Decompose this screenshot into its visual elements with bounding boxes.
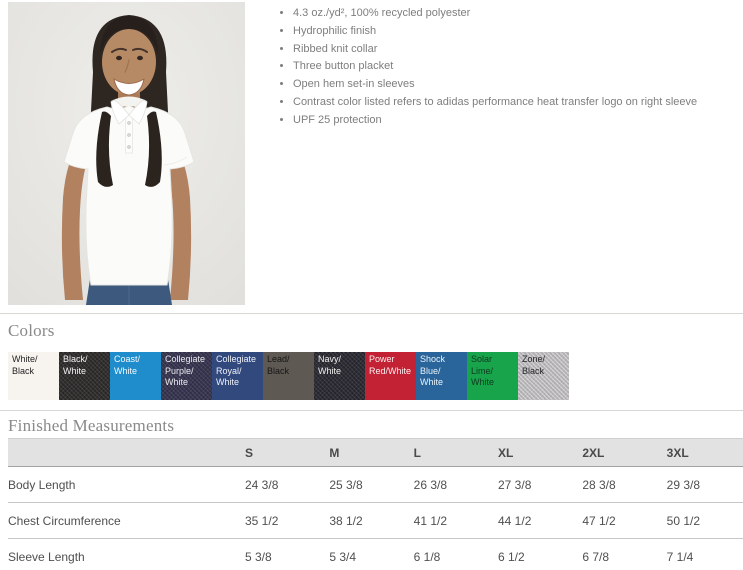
measurement-value: 26 3/8 <box>413 477 448 492</box>
color-swatch[interactable]: Navy/ White <box>314 352 365 400</box>
size-column-header: S <box>245 445 254 460</box>
feature-item: Ribbed knit collar <box>293 43 699 57</box>
feature-item: Hydrophilic finish <box>293 25 699 39</box>
color-swatch-list: White/ Black Black/ White Coast/ White Coll… <box>8 352 569 400</box>
color-swatch[interactable]: Power Red/White <box>365 352 416 400</box>
size-column-header: 2XL <box>582 445 605 460</box>
size-column-header: 3XL <box>666 445 689 460</box>
measurement-value: 5 3/8 <box>245 549 272 564</box>
measurements-header-row: S M L XL 2XL 3XL <box>8 438 743 467</box>
measurement-value: 35 1/2 <box>245 513 279 528</box>
color-swatch[interactable]: White/ Black <box>8 352 59 400</box>
measurements-section-title: Finished Measurements <box>8 416 175 435</box>
measurement-value: 27 3/8 <box>498 477 532 492</box>
measurement-value: 5 3/4 <box>329 549 357 564</box>
measurement-row: Body Length 24 3/8 25 3/8 26 3/8 27 3/8 28 3/… <box>8 467 743 502</box>
feature-item: Contrast color listed refers to adidas p… <box>293 96 699 110</box>
measurement-row-label: Sleeve Length <box>8 549 85 564</box>
measurements-table: S M L XL 2XL 3XL Body Length 24 3/8 25 3/8 26 3/… <box>8 438 743 570</box>
color-swatch-label: Lead/ Black <box>267 354 290 376</box>
color-swatch[interactable]: Solar Lime/ White <box>467 352 518 400</box>
size-column-header: XL <box>498 445 514 460</box>
feature-item: 4.3 oz./yd², 100% recycled polyester <box>293 7 699 21</box>
section-divider <box>0 410 743 411</box>
color-swatch[interactable]: Collegiate Royal/ White <box>212 352 263 400</box>
color-swatch-label: Coast/ White <box>114 354 141 376</box>
measurement-value: 50 1/2 <box>666 513 701 528</box>
measurement-value: 6 1/8 <box>413 549 441 564</box>
color-swatch-label: Collegiate Royal/ White <box>216 354 257 388</box>
colors-section-title: Colors <box>8 321 55 340</box>
measurement-row-label: Chest Circumference <box>8 513 121 528</box>
measurement-row: Sleeve Length 5 3/8 5 3/4 6 1/8 6 1/2 6 7/8 7 … <box>8 538 743 570</box>
color-swatch-label: Power Red/White <box>369 354 412 376</box>
color-swatch[interactable]: Shock Blue/ White <box>416 352 467 400</box>
color-swatch-label: Navy/ White <box>318 354 342 376</box>
measurement-value: 44 1/2 <box>498 513 532 528</box>
measurement-value: 6 1/2 <box>498 549 525 564</box>
color-swatch[interactable]: Zone/ Black <box>518 352 569 400</box>
feature-item: Open hem set-in sleeves <box>293 78 699 92</box>
color-swatch-label: Solar Lime/ White <box>471 354 495 388</box>
measurements-body: Body Length 24 3/8 25 3/8 26 3/8 27 3/8 28 3/… <box>8 467 743 570</box>
feature-item: UPF 25 protection <box>293 114 699 128</box>
measurement-value: 38 1/2 <box>329 513 363 528</box>
color-swatch-label: Zone/ Black <box>522 354 546 376</box>
feature-list: 4.3 oz./yd², 100% recycled polyester Hydr… <box>277 7 699 131</box>
color-swatch[interactable]: Black/ White <box>59 352 110 400</box>
measurement-value: 29 3/8 <box>666 477 701 492</box>
measurement-value: 7 1/4 <box>666 549 694 564</box>
color-swatch-label: Black/ White <box>63 354 88 376</box>
color-swatch[interactable]: Collegiate Purple/ White <box>161 352 212 400</box>
product-photo <box>8 2 245 305</box>
polo-collar <box>110 99 130 125</box>
section-divider <box>0 313 743 314</box>
measurement-row-label: Body Length <box>8 477 76 492</box>
size-column-header: L <box>413 445 421 460</box>
measurement-value: 24 3/8 <box>245 477 279 492</box>
color-swatch-label: Shock Blue/ White <box>420 354 446 388</box>
measurement-value: 41 1/2 <box>413 513 448 528</box>
color-swatch[interactable]: Coast/ White <box>110 352 161 400</box>
color-swatch-label: White/ Black <box>12 354 38 376</box>
measurement-row: Chest Circumference 35 1/2 38 1/2 41 1/2 44 … <box>8 502 743 538</box>
color-swatch[interactable]: Lead/ Black <box>263 352 314 400</box>
measurement-value: 6 7/8 <box>582 549 610 564</box>
size-column-header: M <box>329 445 340 460</box>
feature-item: Three button placket <box>293 60 699 74</box>
measurement-value: 28 3/8 <box>582 477 616 492</box>
measurement-value: 47 1/2 <box>582 513 616 528</box>
measurement-value: 25 3/8 <box>329 477 363 492</box>
color-swatch-label: Collegiate Purple/ White <box>165 354 206 388</box>
